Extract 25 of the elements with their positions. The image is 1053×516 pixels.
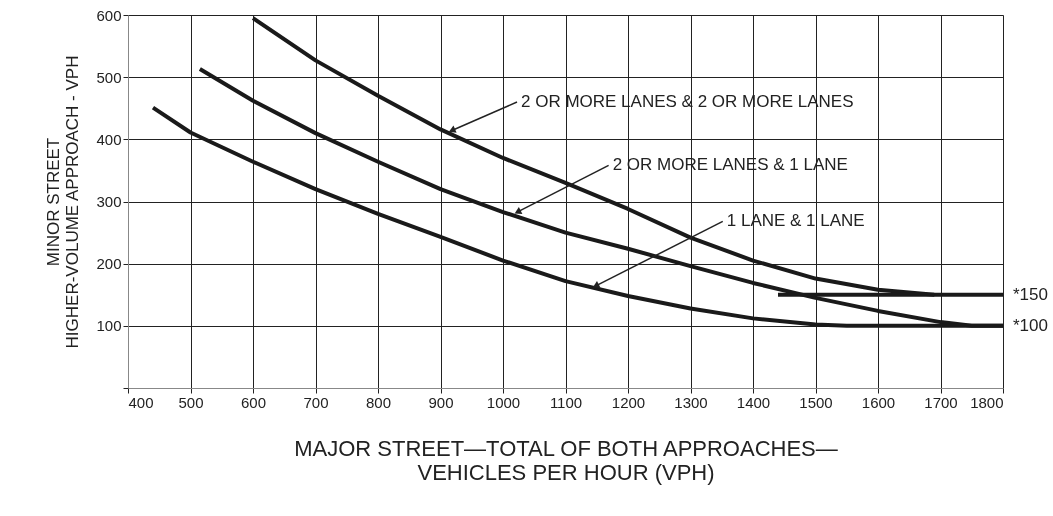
y-tick-label: 300 [96, 193, 122, 210]
annotation: *100 [1013, 315, 1048, 335]
x-tick-label: 1000 [486, 393, 521, 411]
y-tick-label: 200 [96, 255, 122, 273]
x-tick-label: 1400 [736, 393, 771, 411]
x-tick-label: 400 [128, 393, 154, 411]
y-tick-label: 500 [96, 68, 122, 86]
x-axis-title: MAJOR STREET—TOTAL OF BOTH APPROACHES— VEHICLES PER HOUR (VPH) [294, 435, 838, 485]
x-tick-label: 1200 [611, 393, 646, 411]
x-tick-label: 500 [178, 393, 204, 411]
y-axis-title: MINOR STREET HIGHER-VOLUME APPROACH - VPH [44, 55, 83, 349]
annotation: *150 [1013, 284, 1048, 304]
x-tick-label: 1500 [799, 393, 833, 411]
x-tick-label: 800 [365, 393, 392, 411]
x-tick-label: 1100 [549, 393, 583, 411]
x-tick-label: 600 [240, 393, 267, 411]
x-tick-label: 900 [428, 393, 454, 411]
x-tick-label: 700 [303, 393, 329, 411]
x-tick-label: 1300 [674, 393, 708, 411]
x-tick-label: 1600 [861, 393, 896, 411]
y-tick-label: 600 [96, 6, 122, 24]
y-tick-label: 100 [96, 317, 122, 335]
x-tick-label: 1800 [970, 393, 1004, 411]
y-tick-label: 400 [96, 130, 122, 148]
x-tick-label: 1700 [924, 393, 958, 411]
